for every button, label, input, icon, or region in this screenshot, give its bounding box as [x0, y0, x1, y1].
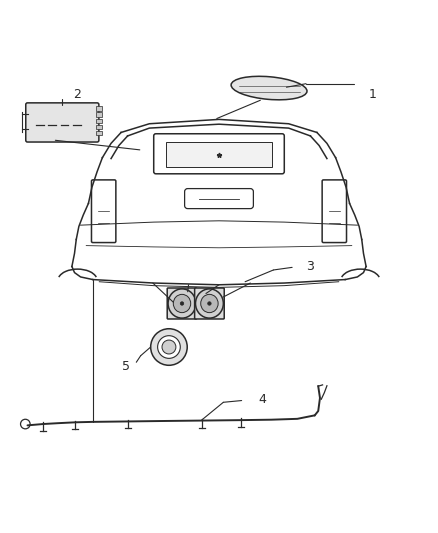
Text: 2: 2: [73, 88, 81, 101]
Circle shape: [180, 302, 184, 305]
Circle shape: [158, 336, 180, 358]
Text: 1: 1: [369, 88, 377, 101]
Circle shape: [208, 302, 211, 305]
Bar: [96, 125, 102, 129]
Ellipse shape: [231, 76, 307, 100]
FancyBboxPatch shape: [92, 180, 116, 243]
Ellipse shape: [201, 294, 218, 313]
FancyBboxPatch shape: [322, 180, 346, 243]
Ellipse shape: [168, 289, 196, 318]
Circle shape: [162, 340, 176, 354]
Text: 4: 4: [258, 393, 266, 406]
Text: 5: 5: [122, 360, 130, 373]
FancyBboxPatch shape: [185, 189, 253, 208]
Bar: [96, 107, 102, 111]
Bar: [96, 131, 102, 135]
Bar: [96, 112, 102, 117]
FancyBboxPatch shape: [26, 103, 99, 142]
FancyBboxPatch shape: [194, 288, 224, 319]
Ellipse shape: [173, 294, 191, 313]
Circle shape: [151, 329, 187, 365]
Bar: [166, 142, 272, 167]
FancyBboxPatch shape: [167, 288, 197, 319]
FancyBboxPatch shape: [154, 134, 284, 174]
Text: 3: 3: [306, 260, 314, 273]
Ellipse shape: [195, 289, 223, 318]
Bar: [96, 118, 102, 123]
Circle shape: [21, 419, 30, 429]
